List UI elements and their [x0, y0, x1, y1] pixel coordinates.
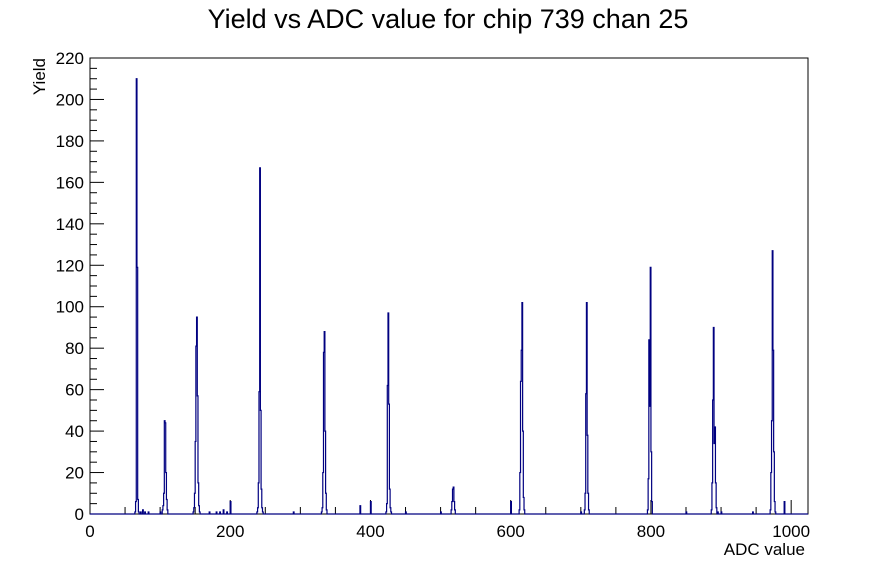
y-tick-label: 20 [65, 464, 84, 483]
histogram-line [90, 78, 808, 515]
x-tick-label: 600 [497, 522, 525, 541]
y-tick-label: 80 [65, 339, 84, 358]
y-tick-label: 200 [56, 90, 84, 109]
x-tick-label: 400 [356, 522, 384, 541]
y-tick-label: 120 [56, 256, 84, 275]
y-tick-label: 40 [65, 422, 84, 441]
chart-title: Yield vs ADC value for chip 739 chan 25 [208, 4, 689, 34]
x-tick-label: 200 [216, 522, 244, 541]
y-tick-label: 140 [56, 215, 84, 234]
y-tick-label: 0 [75, 505, 84, 524]
y-tick-label: 180 [56, 132, 84, 151]
y-tick-label: 100 [56, 298, 84, 317]
y-axis-label: Yield [30, 58, 49, 95]
x-axis: 0 200 400 600 800 1000 [85, 500, 810, 541]
y-tick-label: 220 [56, 49, 84, 68]
x-tick-label: 800 [637, 522, 665, 541]
y-axis: 0 20 40 60 80 100 120 140 160 180 200 220 [56, 49, 104, 524]
x-tick-label: 1000 [772, 522, 810, 541]
x-axis-label: ADC value [724, 540, 805, 559]
y-tick-label: 60 [65, 381, 84, 400]
y-tick-label: 160 [56, 173, 84, 192]
x-tick-label: 0 [85, 522, 94, 541]
